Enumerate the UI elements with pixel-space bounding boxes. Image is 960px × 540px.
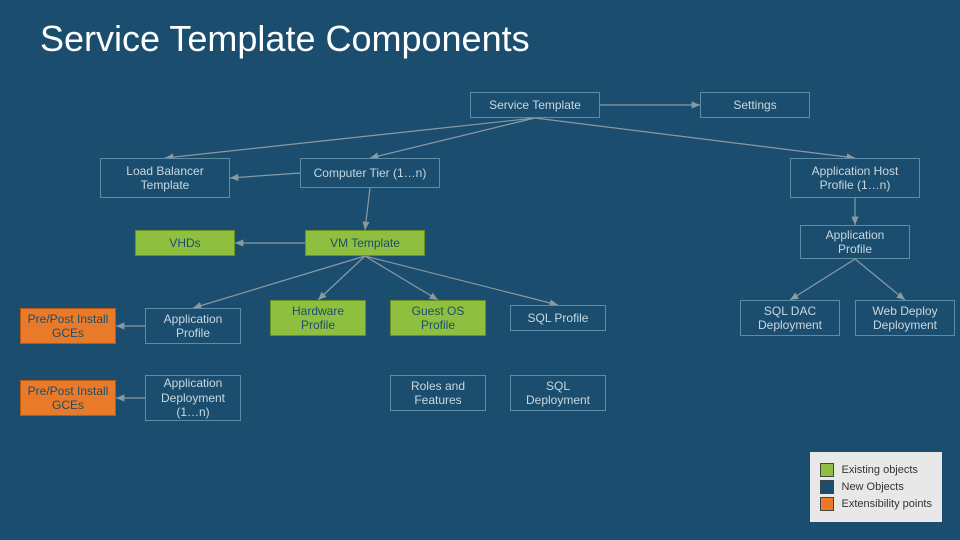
node-web-deploy: Web Deploy Deployment — [855, 300, 955, 336]
node-computer-tier: Computer Tier (1…n) — [300, 158, 440, 188]
node-app-host-profile: Application Host Profile (1…n) — [790, 158, 920, 198]
edge-app_profile_right-sql_dac — [790, 259, 855, 300]
page-title: Service Template Components — [40, 18, 530, 60]
node-vhds: VHDs — [135, 230, 235, 256]
legend-label: Extensibility points — [842, 498, 933, 510]
node-vm-template: VM Template — [305, 230, 425, 256]
edge-computer_tier-vm_template — [365, 188, 370, 230]
legend-swatch — [820, 463, 834, 477]
node-app-profile-right: Application Profile — [800, 225, 910, 259]
node-load-balancer: Load Balancer Template — [100, 158, 230, 198]
legend-swatch — [820, 497, 834, 511]
edge-app_profile_right-web_deploy — [855, 259, 905, 300]
node-hardware-profile: Hardware Profile — [270, 300, 366, 336]
node-settings: Settings — [700, 92, 810, 118]
node-guest-os: Guest OS Profile — [390, 300, 486, 336]
edge-vm_template-guest_os — [365, 256, 438, 300]
legend-row: Existing objects — [820, 463, 933, 477]
edge-vm_template-sql_profile — [365, 256, 558, 305]
edge-service_template-computer_tier — [370, 118, 535, 158]
node-app-profile-left: Application Profile — [145, 308, 241, 344]
legend-row: New Objects — [820, 480, 933, 494]
node-service-template: Service Template — [470, 92, 600, 118]
node-roles-features: Roles and Features — [390, 375, 486, 411]
legend: Existing objects New Objects Extensibility… — [810, 452, 943, 522]
legend-row: Extensibility points — [820, 497, 933, 511]
node-sql-dac: SQL DAC Deployment — [740, 300, 840, 336]
node-prepost-2: Pre/Post Install GCEs — [20, 380, 116, 416]
node-sql-deployment: SQL Deployment — [510, 375, 606, 411]
node-app-deployment: Application Deployment (1…n) — [145, 375, 241, 421]
node-prepost-1: Pre/Post Install GCEs — [20, 308, 116, 344]
legend-label: New Objects — [842, 481, 904, 493]
edge-service_template-app_host_profile — [535, 118, 855, 158]
edge-vm_template-hardware_profile — [318, 256, 365, 300]
edge-service_template-load_balancer — [165, 118, 535, 158]
node-sql-profile: SQL Profile — [510, 305, 606, 331]
legend-label: Existing objects — [842, 464, 918, 476]
edge-computer_tier-load_balancer — [230, 173, 300, 178]
legend-swatch — [820, 480, 834, 494]
